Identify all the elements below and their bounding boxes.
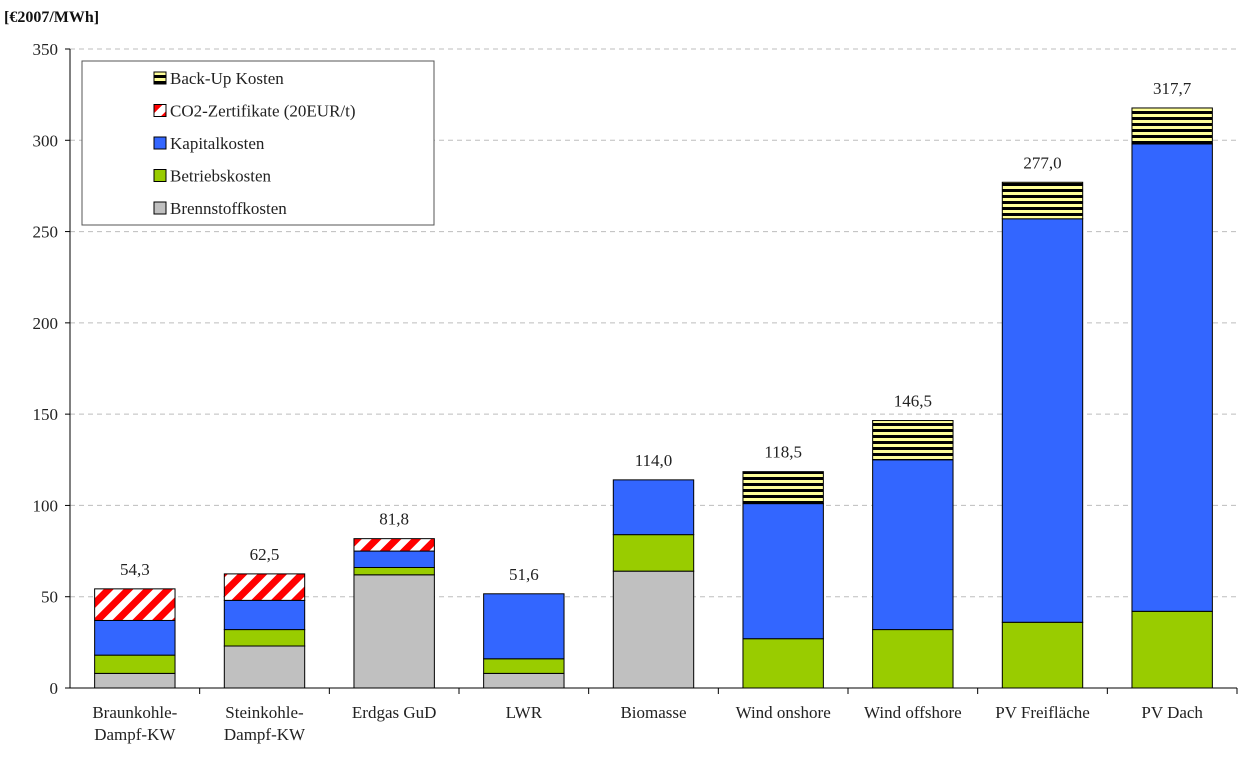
bar-segment	[742, 471, 824, 505]
x-tick-label: Erdgas GuD	[352, 703, 437, 722]
bar-segment	[94, 588, 176, 621]
bar-segment	[223, 645, 306, 689]
x-tick-label: Wind offshore	[864, 703, 962, 722]
bar-segment	[94, 654, 176, 674]
bar-total-label: 317,7	[1153, 79, 1192, 98]
legend-entry: Back-Up Kosten	[170, 69, 284, 88]
bar-segment	[872, 629, 954, 689]
bar-segment	[612, 479, 695, 536]
x-tick-label: Biomasse	[620, 703, 686, 722]
bar-segment	[94, 619, 176, 656]
x-tick-label: PV Dach	[1141, 703, 1203, 722]
bar-segment	[353, 538, 435, 552]
x-tick-label: LWR	[506, 703, 543, 722]
y-tick-label: 0	[50, 679, 59, 698]
y-axis-label: [€2007/MWh]	[4, 9, 99, 26]
bar-segment	[1001, 621, 1084, 689]
bar-segment	[353, 567, 435, 576]
bar-total-label: 146,5	[894, 392, 932, 411]
bar-segment	[483, 658, 565, 674]
y-tick-label: 250	[33, 223, 59, 242]
legend-entry: Brennstoffkosten	[170, 199, 287, 218]
bar-segment	[1001, 218, 1084, 623]
bar-segment	[483, 672, 565, 689]
x-tick-label: PV Freifläche	[995, 703, 1090, 722]
legend-swatch	[153, 136, 167, 150]
bar-segment	[612, 570, 695, 689]
x-tick-label: Dampf-KW	[94, 725, 176, 744]
bar-segment	[353, 550, 435, 569]
bar-total-label: 114,0	[635, 451, 673, 470]
legend-swatch	[153, 169, 167, 182]
bar-segment	[872, 420, 954, 461]
legend: Back-Up Kosten CO2-Zertifikate (20EUR/t) K…	[81, 60, 435, 226]
bar-segment	[483, 593, 565, 660]
bar-total-label: 81,8	[379, 510, 409, 529]
legend-entry: CO2-Zertifikate (20EUR/t)	[170, 102, 356, 121]
legend-swatch	[153, 71, 167, 85]
x-tick-label: Steinkohle-	[225, 703, 304, 722]
bar-total-label: 118,5	[764, 443, 802, 462]
bar-segment	[223, 573, 306, 601]
y-tick-label: 350	[33, 40, 59, 59]
bar-segment	[1131, 143, 1213, 612]
bar-segment	[742, 503, 824, 640]
bar-segment	[872, 459, 954, 631]
bar-segment	[223, 629, 306, 647]
legend-box	[81, 60, 435, 226]
bar-segment	[612, 534, 695, 572]
bar-segment	[1131, 610, 1213, 689]
bar-total-label: 62,5	[250, 545, 280, 564]
bar-segment	[94, 672, 176, 689]
y-tick-label: 50	[41, 588, 58, 607]
legend-entry: Betriebskosten	[170, 167, 272, 186]
bars: 54,3 62,5 81,8 51,6 114,0 118,5 146,5 277,0 317,…	[94, 79, 1213, 689]
bar-segment	[223, 599, 306, 631]
bar-total-label: 277,0	[1023, 153, 1061, 172]
y-tick-label: 200	[33, 314, 59, 333]
bar-segment	[1001, 181, 1084, 220]
bar-total-label: 54,3	[120, 560, 150, 579]
bar-segment	[742, 638, 824, 689]
y-tick-label: 150	[33, 405, 59, 424]
bar-segment	[353, 574, 435, 689]
legend-swatch	[153, 104, 167, 117]
legend-entry: Kapitalkosten	[170, 134, 265, 153]
legend-swatch	[153, 201, 167, 215]
x-tick-label: Wind onshore	[736, 703, 831, 722]
bar-segment	[1131, 107, 1213, 145]
x-tick-label: Dampf-KW	[224, 725, 306, 744]
y-tick-label: 300	[33, 131, 59, 150]
x-tick-label: Braunkohle-	[92, 703, 177, 722]
axes: 0 50 100 150 200 250 300 350 Braunkohle- Dampf-KW…	[33, 40, 1238, 744]
bar-total-label: 51,6	[509, 565, 539, 584]
y-tick-label: 100	[33, 496, 59, 515]
